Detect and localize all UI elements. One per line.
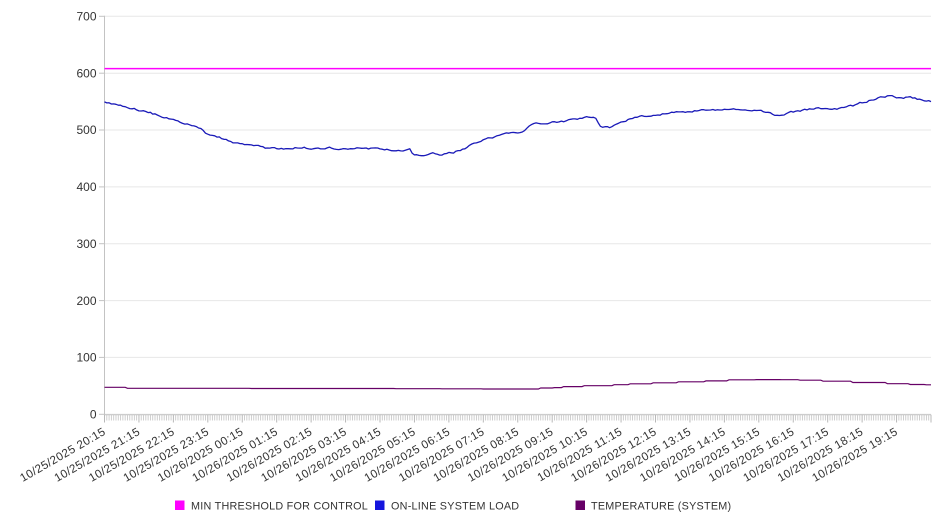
svg-text:200: 200 [76,294,96,308]
svg-text:400: 400 [76,180,96,194]
svg-text:600: 600 [76,66,96,80]
svg-text:0: 0 [90,408,97,422]
svg-text:500: 500 [76,123,96,137]
svg-text:700: 700 [76,10,96,24]
svg-text:100: 100 [76,351,96,365]
svg-text:MIN THRESHOLD FOR CONTROL: MIN THRESHOLD FOR CONTROL [191,501,368,513]
svg-text:TEMPERATURE (SYSTEM): TEMPERATURE (SYSTEM) [591,501,731,513]
svg-text:300: 300 [76,237,96,251]
svg-text:ON-LINE SYSTEM LOAD: ON-LINE SYSTEM LOAD [391,501,519,513]
